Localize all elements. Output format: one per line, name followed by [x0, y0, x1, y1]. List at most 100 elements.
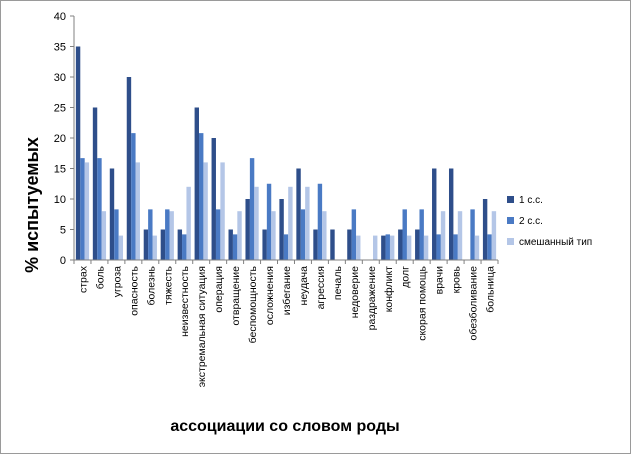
bar-series-3: [203, 162, 208, 260]
bar-series-3: [356, 235, 361, 260]
bar-series-1: [177, 229, 183, 260]
bar-series-2: [436, 234, 441, 260]
legend-label: 1 с.с.: [519, 195, 543, 206]
bar-series-1: [330, 229, 335, 260]
bar-series-2: [419, 209, 424, 260]
x-category-label: страх: [77, 265, 89, 293]
y-tick-label: 15: [54, 164, 66, 176]
bar-series-2: [97, 158, 102, 260]
bar-series-2: [487, 234, 492, 260]
bar-series-2: [402, 209, 407, 260]
bar-series-3: [491, 211, 497, 260]
x-category-label: недоверие: [349, 266, 361, 318]
bar-series-1: [398, 229, 403, 260]
y-tick-label: 20: [54, 133, 66, 145]
bar-series-3: [271, 211, 276, 260]
bar-series-2: [249, 158, 255, 260]
y-axis-ticks: 0 5 10 15 20 25 30 35 40: [54, 11, 74, 267]
x-category-label: болезнь: [145, 265, 157, 305]
x-category-label: операция: [213, 266, 225, 313]
bar-series-3: [101, 211, 107, 260]
bar-series-1: [262, 229, 267, 260]
y-axis-title: % испытуемых: [22, 137, 42, 273]
bar-series-3: [423, 235, 429, 260]
bar-series-2: [215, 209, 221, 260]
bar-series-2: [182, 234, 187, 260]
bar-series-2: [300, 209, 306, 260]
x-category-label: скорая помощь: [417, 265, 429, 340]
bar-series-3: [220, 162, 225, 260]
bar-series-3: [322, 211, 327, 260]
bar-series-1: [296, 168, 301, 260]
bar-series-1: [211, 138, 216, 260]
bar-series-1: [143, 229, 149, 260]
bar-series-3: [474, 235, 480, 260]
bar-series-1: [279, 199, 284, 260]
bar-series-2: [148, 209, 153, 260]
y-tick-label: 40: [54, 11, 66, 23]
bar-series-3: [152, 235, 157, 260]
y-tick-label: 10: [54, 194, 66, 206]
bar-series-3: [237, 211, 242, 260]
x-category-label: печаль: [332, 265, 344, 300]
x-category-label: тяжесть: [162, 265, 174, 304]
bar-series-2: [165, 209, 170, 260]
bar-series-2: [199, 133, 204, 260]
bar-series-2: [351, 209, 357, 260]
bar-series-3: [254, 186, 259, 260]
bar-series-3: [406, 235, 412, 260]
bar-series-3: [186, 186, 191, 260]
x-category-label: обезболивание: [468, 266, 480, 341]
x-category-label: неизвестность: [179, 265, 191, 336]
legend-swatch: [507, 217, 514, 224]
bars: [75, 46, 497, 260]
legend-label: смешанный тип: [519, 237, 592, 248]
x-category-label: осложнения: [264, 266, 276, 325]
x-category-label: опасность: [128, 265, 140, 315]
x-category-label: беспомощность: [247, 265, 259, 343]
bar-series-2: [385, 234, 390, 260]
bar-series-2: [453, 234, 458, 260]
legend-swatch: [507, 238, 514, 245]
bar-series-3: [457, 211, 463, 260]
bar-series-1: [347, 229, 352, 260]
bar-series-1: [75, 46, 81, 260]
bar-series-1: [160, 229, 166, 260]
x-category-label: больница: [485, 266, 497, 313]
bar-series-3: [288, 186, 293, 260]
bar-series-1: [313, 229, 318, 260]
bar-series-1: [109, 168, 115, 260]
bar-series-3: [118, 235, 124, 260]
bar-series-1: [381, 235, 386, 260]
bar-series-2: [266, 183, 272, 260]
bar-series-3: [135, 162, 140, 260]
y-tick-label: 25: [54, 103, 66, 115]
x-category-label: долг: [400, 266, 412, 288]
y-tick-label: 30: [54, 72, 66, 84]
bar-series-1: [432, 168, 437, 260]
bar-series-1: [415, 229, 420, 260]
bar-series-3: [373, 235, 378, 260]
bar-series-3: [305, 186, 310, 260]
x-category-label: избегание: [281, 266, 293, 315]
x-category-label: отвращение: [230, 266, 242, 326]
legend-swatch: [507, 196, 514, 203]
bar-series-2: [80, 158, 85, 260]
legend: 1 с.с. 2 с.с. смешанный тип: [507, 195, 592, 248]
y-tick-label: 0: [60, 255, 66, 267]
x-category-label: раздражение: [366, 266, 378, 330]
bar-series-1: [482, 199, 488, 260]
bar-series-2: [283, 234, 289, 260]
bar-series-1: [194, 107, 199, 260]
bar-series-3: [389, 235, 395, 260]
y-tick-label: 35: [54, 42, 66, 54]
bar-series-3: [440, 211, 446, 260]
bar-series-1: [228, 229, 233, 260]
x-category-label: врачи: [434, 266, 446, 294]
bar-series-3: [169, 211, 174, 260]
x-category-label: боль: [94, 265, 106, 289]
bar-series-1: [126, 77, 132, 260]
x-category-label: экстремальная ситуация: [196, 266, 208, 387]
